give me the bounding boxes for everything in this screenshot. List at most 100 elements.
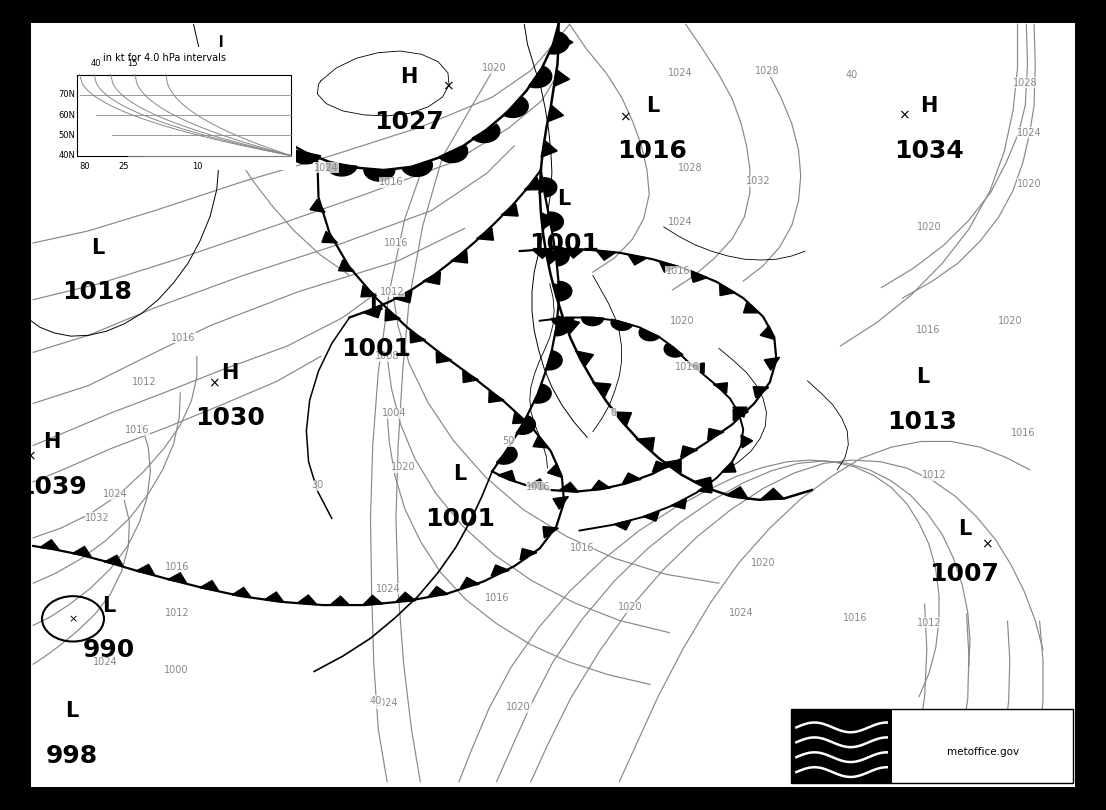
Text: ×: × bbox=[442, 79, 453, 94]
Text: 1001: 1001 bbox=[341, 337, 411, 361]
Text: 1028: 1028 bbox=[678, 163, 702, 173]
Text: 1024: 1024 bbox=[668, 68, 692, 78]
Polygon shape bbox=[659, 262, 678, 272]
Text: 25: 25 bbox=[118, 162, 129, 171]
Polygon shape bbox=[264, 592, 284, 602]
Text: 1012: 1012 bbox=[165, 608, 189, 618]
Text: 1024: 1024 bbox=[314, 163, 338, 173]
Wedge shape bbox=[665, 343, 684, 357]
Text: 1016: 1016 bbox=[916, 325, 940, 335]
Text: 1027: 1027 bbox=[374, 110, 445, 134]
Text: 1007: 1007 bbox=[929, 562, 1000, 586]
Polygon shape bbox=[591, 480, 611, 490]
Text: 1016: 1016 bbox=[526, 482, 551, 492]
Text: 1016: 1016 bbox=[1011, 428, 1035, 437]
Polygon shape bbox=[560, 483, 578, 492]
Text: 1020: 1020 bbox=[998, 316, 1022, 326]
Polygon shape bbox=[436, 352, 451, 363]
Polygon shape bbox=[539, 177, 554, 194]
Text: 1020: 1020 bbox=[482, 63, 507, 73]
Text: 990: 990 bbox=[82, 638, 135, 663]
Polygon shape bbox=[331, 596, 349, 605]
Wedge shape bbox=[291, 149, 321, 164]
Text: 1039: 1039 bbox=[17, 475, 87, 499]
Wedge shape bbox=[210, 66, 233, 87]
Polygon shape bbox=[547, 105, 564, 121]
Polygon shape bbox=[168, 573, 187, 583]
Polygon shape bbox=[385, 309, 400, 321]
Text: 50N: 50N bbox=[59, 130, 75, 140]
Polygon shape bbox=[733, 407, 747, 417]
Polygon shape bbox=[553, 497, 568, 509]
Wedge shape bbox=[517, 416, 535, 434]
Text: ×: × bbox=[981, 537, 992, 552]
Text: ×: × bbox=[898, 109, 909, 123]
Polygon shape bbox=[489, 391, 504, 403]
Text: H: H bbox=[221, 363, 239, 383]
Text: L: L bbox=[91, 237, 104, 258]
Text: 30: 30 bbox=[311, 480, 324, 490]
Polygon shape bbox=[760, 326, 774, 339]
Text: 1024: 1024 bbox=[1018, 128, 1042, 138]
Text: L: L bbox=[453, 464, 467, 484]
Polygon shape bbox=[410, 331, 426, 343]
Text: 1028: 1028 bbox=[755, 66, 780, 76]
Polygon shape bbox=[733, 409, 749, 420]
Wedge shape bbox=[612, 319, 633, 330]
Polygon shape bbox=[520, 548, 536, 560]
Polygon shape bbox=[477, 228, 493, 241]
Polygon shape bbox=[547, 463, 562, 477]
Text: 1024: 1024 bbox=[668, 217, 692, 227]
Text: 1024: 1024 bbox=[103, 489, 127, 499]
Text: L: L bbox=[557, 189, 571, 209]
Text: L: L bbox=[916, 367, 929, 387]
Polygon shape bbox=[554, 70, 570, 87]
Polygon shape bbox=[753, 386, 769, 398]
Text: 1020: 1020 bbox=[507, 702, 531, 712]
Text: in kt for 4.0 hPa intervals: in kt for 4.0 hPa intervals bbox=[103, 53, 227, 63]
Text: 1012: 1012 bbox=[132, 377, 156, 386]
Polygon shape bbox=[429, 586, 448, 596]
Polygon shape bbox=[743, 301, 759, 313]
Wedge shape bbox=[547, 212, 563, 232]
Polygon shape bbox=[613, 412, 632, 426]
Wedge shape bbox=[258, 127, 286, 144]
Polygon shape bbox=[644, 511, 659, 521]
Text: 40: 40 bbox=[369, 696, 383, 706]
Wedge shape bbox=[229, 100, 254, 120]
Polygon shape bbox=[726, 487, 749, 499]
Text: 40: 40 bbox=[91, 59, 102, 68]
Polygon shape bbox=[708, 428, 723, 440]
Wedge shape bbox=[545, 351, 562, 370]
Polygon shape bbox=[671, 499, 687, 509]
Wedge shape bbox=[557, 281, 572, 301]
Polygon shape bbox=[720, 284, 735, 296]
Text: 1000: 1000 bbox=[164, 665, 188, 675]
Text: 1001: 1001 bbox=[425, 507, 495, 531]
Polygon shape bbox=[136, 565, 155, 575]
Text: 1032: 1032 bbox=[85, 513, 109, 522]
Polygon shape bbox=[532, 249, 552, 258]
Polygon shape bbox=[541, 141, 557, 157]
Text: 80: 80 bbox=[80, 162, 91, 171]
Polygon shape bbox=[713, 383, 728, 393]
Text: 1024: 1024 bbox=[374, 698, 398, 708]
Polygon shape bbox=[40, 539, 59, 550]
Text: H: H bbox=[920, 96, 938, 116]
Text: 1020: 1020 bbox=[670, 316, 695, 326]
Text: 10: 10 bbox=[191, 162, 202, 171]
Polygon shape bbox=[722, 462, 735, 472]
Polygon shape bbox=[338, 260, 354, 271]
Text: 1016: 1016 bbox=[384, 238, 408, 248]
Text: ×: × bbox=[619, 110, 630, 125]
Polygon shape bbox=[104, 556, 123, 566]
Text: 50: 50 bbox=[502, 437, 515, 446]
Polygon shape bbox=[623, 473, 641, 484]
Polygon shape bbox=[498, 471, 515, 482]
Polygon shape bbox=[614, 520, 630, 530]
Polygon shape bbox=[690, 363, 705, 373]
Text: 1016: 1016 bbox=[843, 613, 867, 623]
Text: 60N: 60N bbox=[59, 110, 75, 120]
Polygon shape bbox=[761, 488, 784, 499]
Text: 15: 15 bbox=[127, 59, 138, 68]
